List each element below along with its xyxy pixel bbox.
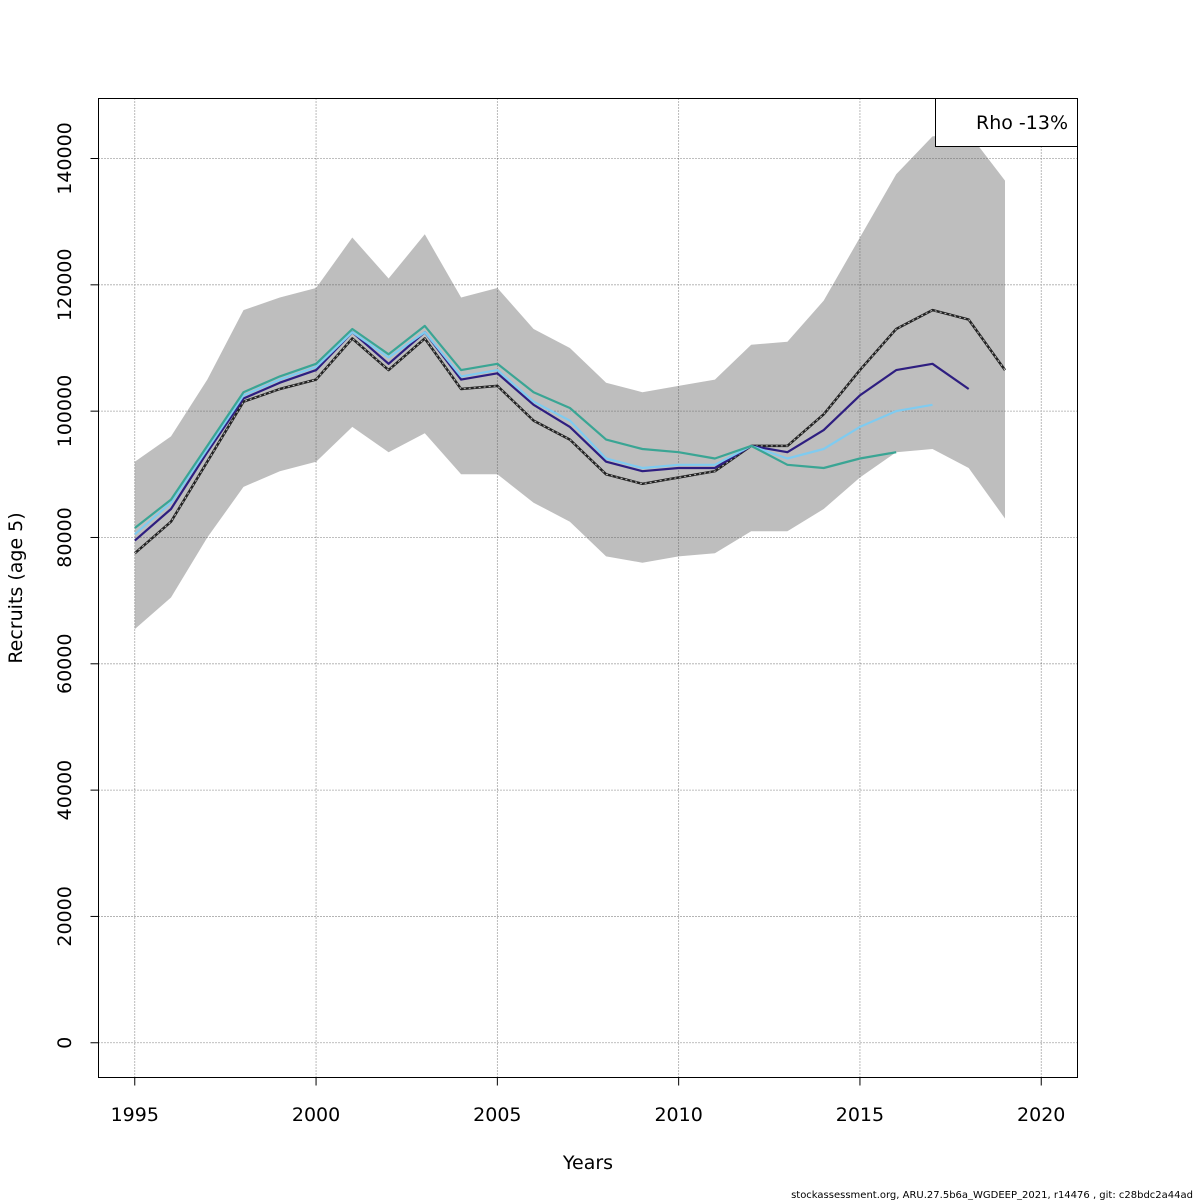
confidence-band-layer xyxy=(134,133,1006,630)
legend-rho-label: Rho -13% xyxy=(976,112,1068,134)
x-axis-title: Years xyxy=(562,1152,613,1174)
y-tick-label: 80000 xyxy=(54,507,76,567)
x-tick-label: 1995 xyxy=(111,1104,159,1126)
x-tick-label: 2010 xyxy=(654,1104,702,1126)
series-line-0-dash xyxy=(134,309,1006,554)
x-tick-label: 2015 xyxy=(836,1104,884,1126)
legend: Rho -13% xyxy=(935,98,1078,147)
y-tick-label: 20000 xyxy=(54,886,76,946)
y-tick-label: 140000 xyxy=(54,122,76,195)
grid-layer xyxy=(98,98,1078,1078)
y-tick-label: 100000 xyxy=(54,375,76,448)
series-line-3 xyxy=(134,324,897,529)
x-tick-label: 2005 xyxy=(473,1104,521,1126)
series-layer xyxy=(133,308,1007,555)
y-tick-label: 120000 xyxy=(54,249,76,322)
plot-frame xyxy=(98,98,1078,1078)
x-tick-label: 2020 xyxy=(1017,1104,1065,1126)
series-line-2 xyxy=(134,331,933,536)
footer-credit: stockassessment.org, ARU.27.5b6a_WGDEEP_… xyxy=(791,1190,1193,1200)
y-tick-label: 0 xyxy=(54,1037,76,1049)
y-axis-title: Recruits (age 5) xyxy=(5,512,27,663)
y-tick-label: 60000 xyxy=(54,634,76,694)
tick-layer: 1995 2000 2005 2010 2015 2020 0 20000 40000 60000… xyxy=(54,122,1065,1126)
y-tick-label: 40000 xyxy=(54,760,76,820)
confidence-band xyxy=(134,133,1006,630)
legend-box xyxy=(935,98,1078,147)
series-line-1 xyxy=(134,331,970,542)
x-tick-label: 2000 xyxy=(292,1104,340,1126)
